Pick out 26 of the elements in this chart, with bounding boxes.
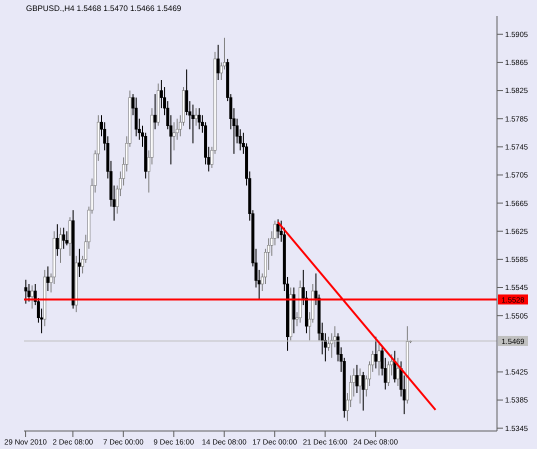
- candlestick: [396, 357, 400, 386]
- candlestick: [358, 368, 362, 404]
- candlestick: [355, 364, 358, 394]
- candlestick: [30, 284, 34, 310]
- candlestick: [62, 227, 66, 250]
- chart-title: GBPUSD.,H4 1.5468 1.5470 1.5466 1.5469: [26, 4, 182, 13]
- candlestick: [194, 108, 198, 126]
- candlestick: [56, 224, 59, 256]
- candlestick: [78, 248, 81, 278]
- candlestick: [65, 230, 68, 246]
- candlestick: [46, 266, 50, 292]
- candlestick: [134, 97, 138, 137]
- candlestick: [198, 108, 201, 130]
- candlestick: [68, 216, 72, 256]
- candlestick: [393, 350, 396, 383]
- candlestick: [191, 104, 194, 144]
- candlestick: [154, 94, 157, 130]
- candlestick: [276, 218, 280, 239]
- candlestick: [59, 227, 62, 264]
- candlestick: [374, 336, 378, 369]
- candlestick: [27, 283, 30, 302]
- candlestick: [216, 44, 220, 81]
- candlestick: [172, 122, 176, 151]
- candlestick: [24, 279, 28, 304]
- candlestick: [362, 371, 365, 412]
- candlestick: [377, 343, 380, 376]
